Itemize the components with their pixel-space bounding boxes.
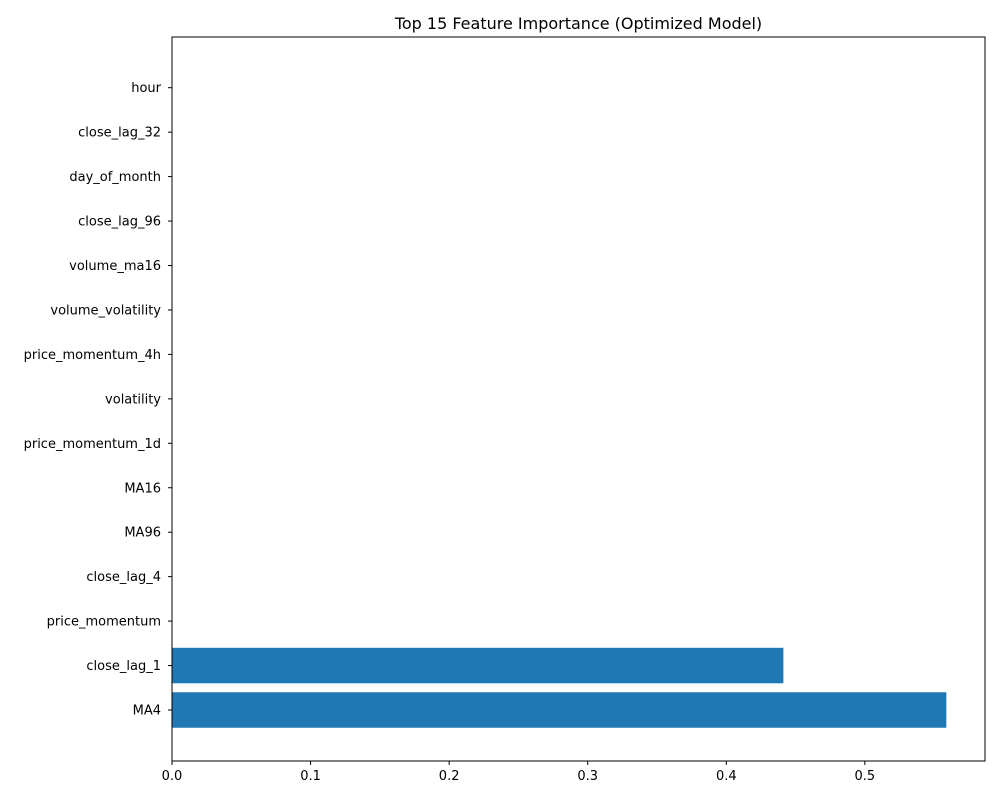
y-tick-label: day_of_month — [69, 170, 161, 185]
chart-title: Top 15 Feature Importance (Optimized Mod… — [394, 14, 762, 33]
y-tick-label: volume_volatility — [50, 303, 161, 318]
x-tick-label: 0.4 — [716, 769, 737, 784]
x-tick-label: 0.2 — [439, 769, 460, 784]
bar-close-lag-1 — [172, 647, 784, 684]
y-tick-label: MA16 — [124, 481, 161, 496]
x-axis-ticks: 0.0 0.1 0.2 0.3 0.4 0.5 — [162, 761, 876, 784]
y-axis-ticks: MA4 close_lag_1 price_momentum close_lag_4 M… — [24, 81, 172, 719]
y-tick-label: price_momentum — [47, 615, 161, 630]
y-tick-label: volatility — [105, 392, 161, 407]
x-tick-label: 0.1 — [300, 769, 321, 784]
y-tick-label: volume_ma16 — [69, 259, 161, 274]
x-tick-label: 0.5 — [855, 769, 876, 784]
bar-group — [172, 647, 947, 728]
y-tick-label: close_lag_32 — [78, 126, 161, 141]
y-tick-label: MA96 — [124, 526, 161, 541]
y-tick-label: hour — [131, 81, 161, 96]
bar-ma4 — [172, 692, 947, 728]
y-tick-label: price_momentum_4h — [24, 348, 161, 363]
y-tick-label: MA4 — [133, 704, 161, 719]
y-tick-label: close_lag_4 — [86, 570, 161, 585]
y-tick-label: close_lag_96 — [78, 215, 161, 230]
y-tick-label: close_lag_1 — [86, 659, 161, 674]
x-tick-label: 0.0 — [162, 769, 183, 784]
y-tick-label: price_momentum_1d — [24, 437, 161, 452]
x-tick-label: 0.3 — [577, 769, 598, 784]
plot-frame — [171, 36, 986, 762]
